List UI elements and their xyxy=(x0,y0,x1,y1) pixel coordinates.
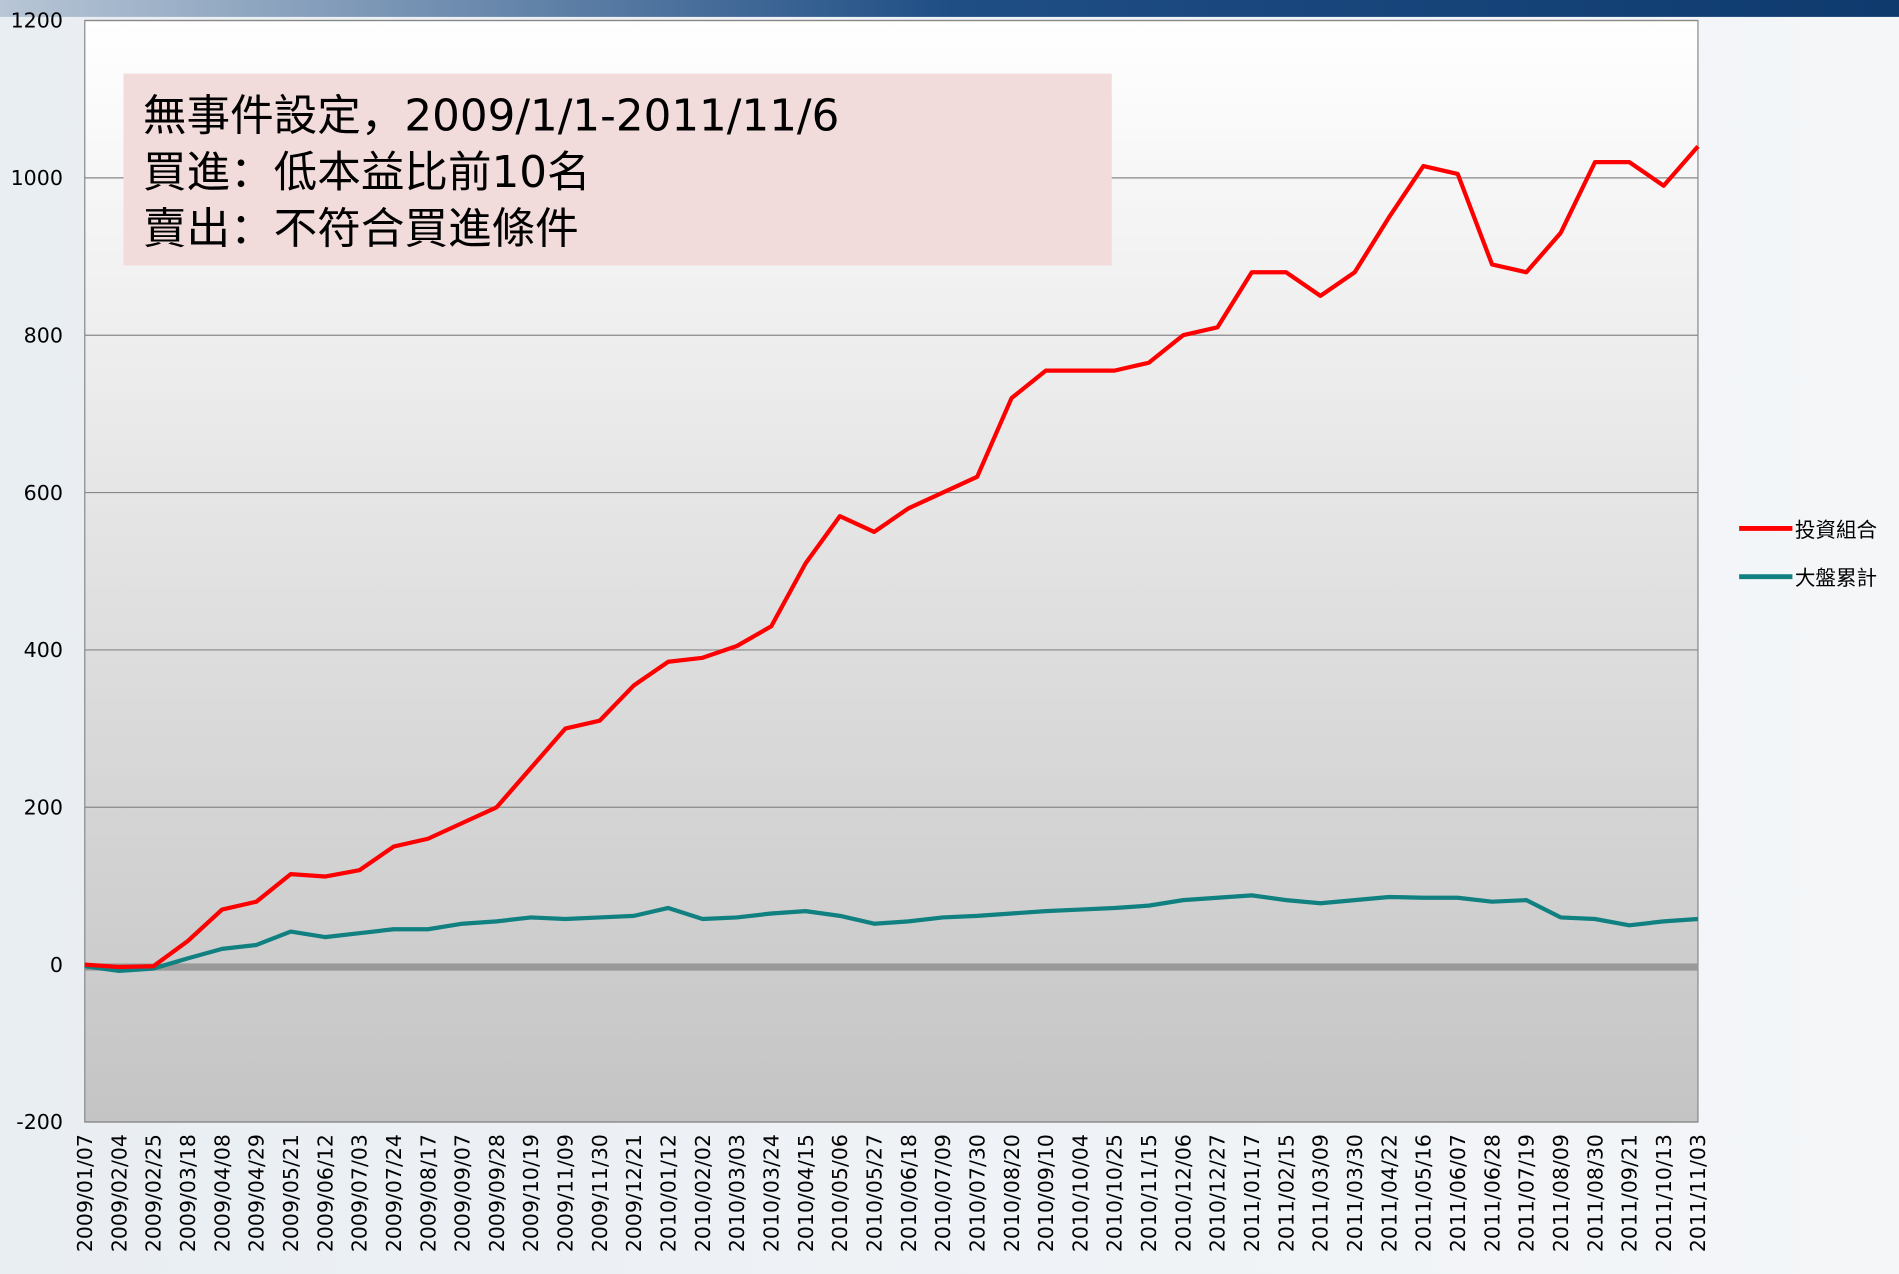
y-tick-label: -200 xyxy=(16,1110,63,1134)
x-tick-label: 2011/09/21 xyxy=(1618,1134,1642,1252)
x-tick-label: 2011/03/09 xyxy=(1309,1134,1333,1252)
x-tick-label: 2011/06/07 xyxy=(1446,1134,1470,1252)
annotation-box xyxy=(123,73,1112,266)
x-tick-label: 2010/01/12 xyxy=(656,1134,680,1252)
x-tick-label: 2010/08/20 xyxy=(1000,1134,1024,1252)
x-tick-label: 2009/02/25 xyxy=(142,1134,166,1252)
x-tick-label: 2009/02/04 xyxy=(107,1134,131,1252)
y-tick-label: 600 xyxy=(24,481,63,505)
x-tick-label: 2009/11/09 xyxy=(554,1134,578,1252)
x-tick-label: 2011/01/17 xyxy=(1240,1134,1264,1252)
x-tick-label: 2009/10/19 xyxy=(519,1134,543,1252)
x-tick-label: 2009/09/07 xyxy=(451,1134,475,1252)
x-tick-label: 2010/05/06 xyxy=(828,1134,852,1252)
x-tick-label: 2010/03/03 xyxy=(725,1134,749,1252)
y-tick-label: 800 xyxy=(24,323,63,347)
x-tick-label: 2010/10/04 xyxy=(1068,1134,1092,1252)
x-tick-label: 2009/07/24 xyxy=(382,1134,406,1252)
x-tick-label: 2009/04/29 xyxy=(245,1134,269,1252)
x-tick-label: 2009/11/30 xyxy=(588,1134,612,1252)
x-tick-label: 2011/10/13 xyxy=(1652,1134,1676,1252)
x-tick-label: 2009/12/21 xyxy=(622,1134,646,1252)
x-tick-label: 2009/07/03 xyxy=(348,1134,372,1252)
x-tick-label: 2011/08/30 xyxy=(1583,1134,1607,1252)
x-tick-label: 2009/09/28 xyxy=(485,1134,509,1252)
line-series xyxy=(84,145,1700,970)
y-tick-label: 1200 xyxy=(11,9,63,33)
x-tick-label: 2011/03/30 xyxy=(1343,1134,1367,1252)
x-tick-label: 2010/12/27 xyxy=(1206,1134,1230,1252)
legend-label: 投資組合 xyxy=(1795,518,1877,542)
legend-label: 大盤累計 xyxy=(1795,566,1877,590)
x-tick-label: 2009/08/17 xyxy=(416,1134,440,1252)
annotation: 無事件設定，2009/1/1-2011/11/6 xyxy=(143,91,839,141)
x-tick-label: 2011/06/28 xyxy=(1480,1134,1504,1252)
x-tick-label: 2010/04/15 xyxy=(794,1134,818,1252)
line-series xyxy=(84,893,1699,974)
x-tick-label: 2011/11/03 xyxy=(1686,1134,1710,1252)
x-tick-label: 2010/07/30 xyxy=(965,1134,989,1252)
x-tick-label: 2010/11/15 xyxy=(1137,1134,1161,1252)
x-tick-label: 2009/04/08 xyxy=(210,1134,234,1252)
x-tick-label: 2010/12/06 xyxy=(1171,1134,1195,1252)
x-tick-label: 2011/08/09 xyxy=(1549,1134,1573,1252)
x-tick-label: 2009/06/12 xyxy=(313,1134,337,1252)
x-tick-label: 2010/09/10 xyxy=(1034,1134,1058,1252)
x-tick-label: 2010/07/09 xyxy=(931,1134,955,1252)
x-tick-label: 2010/02/02 xyxy=(691,1134,715,1252)
y-tick-label: 200 xyxy=(24,796,63,820)
x-tick-label: 2011/07/19 xyxy=(1515,1134,1539,1252)
y-tick-label: 0 xyxy=(50,953,63,977)
y-tick-label: 1000 xyxy=(11,166,63,190)
x-tick-label: 2010/03/24 xyxy=(759,1134,783,1252)
x-tick-label: 2009/01/07 xyxy=(73,1134,97,1252)
annotation: 買進：低本益比前10名 xyxy=(143,148,591,198)
x-tick-label: 2009/03/18 xyxy=(176,1134,200,1252)
x-tick-label: 2009/05/21 xyxy=(279,1134,303,1252)
annotation: 賣出：不符合買進條件 xyxy=(143,205,579,255)
x-tick-label: 2010/06/18 xyxy=(897,1134,921,1252)
top-band xyxy=(0,0,1899,17)
x-tick-label: 2011/05/16 xyxy=(1412,1134,1436,1252)
x-tick-label: 2010/05/27 xyxy=(862,1134,886,1252)
zero-band xyxy=(84,963,1698,971)
x-tick-label: 2011/04/22 xyxy=(1377,1134,1401,1252)
x-tick-label: 2010/10/25 xyxy=(1103,1134,1127,1252)
y-tick-label: 400 xyxy=(24,638,63,662)
x-tick-label: 2011/02/15 xyxy=(1274,1134,1298,1252)
